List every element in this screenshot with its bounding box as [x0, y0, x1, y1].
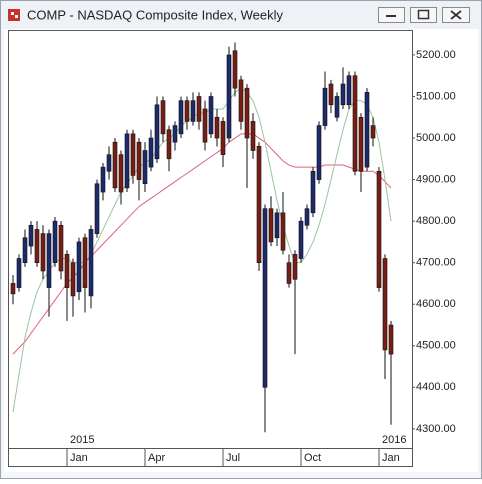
- candle-body: [340, 83, 346, 106]
- candle-body: [316, 125, 322, 180]
- candle-body: [346, 75, 352, 106]
- plot: 4300.00 4400.00 4500.00 4600.00 4700.00 4800.…: [10, 42, 456, 466]
- candle-body: [232, 50, 238, 89]
- candle-body: [196, 96, 202, 122]
- candle-body: [64, 254, 70, 288]
- candle-body: [280, 212, 286, 251]
- candle-body: [298, 220, 304, 259]
- y-tick-label: 4800.00: [416, 215, 456, 227]
- candle-body: [358, 116, 364, 172]
- candle-body: [256, 146, 262, 263]
- candle-body: [334, 96, 340, 118]
- candle-body: [382, 258, 388, 351]
- candle-body: [82, 237, 88, 288]
- candle-body: [70, 262, 76, 297]
- candle-body: [16, 258, 22, 288]
- year-label: 2016: [382, 434, 406, 446]
- candle-body: [118, 154, 124, 193]
- app-icon-dot: [11, 12, 14, 15]
- candle-body: [52, 220, 58, 263]
- candle-body: [46, 233, 52, 288]
- app-icon-dot: [15, 15, 18, 18]
- candle-body: [76, 241, 82, 293]
- close-button[interactable]: [442, 7, 470, 23]
- candle-body: [244, 87, 250, 139]
- candle-body: [322, 87, 328, 126]
- candle-body: [34, 229, 40, 263]
- candle-body: [154, 104, 160, 160]
- candle-body: [226, 54, 232, 139]
- y-tick-label: 4700.00: [416, 257, 456, 269]
- candle-body: [370, 125, 376, 139]
- candle-body: [184, 100, 190, 122]
- time-axis: [8, 448, 413, 467]
- candle-body: [160, 100, 166, 135]
- candle-body: [112, 141, 118, 189]
- year-label: 2015: [70, 434, 94, 446]
- candle-body: [376, 170, 382, 288]
- candle-body: [100, 166, 106, 193]
- candle-body: [40, 233, 46, 272]
- x-tick-label: Apr: [148, 452, 165, 464]
- y-tick-label: 5200.00: [416, 49, 456, 61]
- candle-body: [178, 100, 184, 135]
- x-tick-label: Jan: [70, 452, 88, 464]
- candle-body: [214, 116, 220, 139]
- candle-body: [10, 283, 16, 295]
- candle-body: [268, 208, 274, 243]
- candle-body: [238, 79, 244, 122]
- candle-body: [220, 121, 226, 155]
- candle-body: [136, 141, 142, 180]
- candle-body: [286, 262, 292, 284]
- y-tick-label: 4900.00: [416, 173, 456, 185]
- candle-body: [274, 212, 280, 239]
- candle-body: [304, 208, 310, 226]
- y-tick-label: 5000.00: [416, 132, 456, 144]
- candle-body: [208, 96, 214, 135]
- window-title: COMP - NASDAQ Composite Index, Weekly: [27, 7, 283, 22]
- candle-body: [58, 224, 64, 272]
- candle-body: [328, 83, 334, 106]
- candle-body: [352, 75, 358, 172]
- x-tick-label: Jul: [226, 452, 240, 464]
- candle-body: [250, 121, 256, 151]
- candle-body: [166, 129, 172, 160]
- candle-body: [262, 208, 268, 388]
- candle-body: [106, 154, 112, 172]
- candle-body: [142, 150, 148, 185]
- candle-body: [292, 254, 298, 280]
- candle-body: [22, 237, 28, 263]
- x-tick-label: Jan: [382, 452, 400, 464]
- candle-body: [202, 108, 208, 143]
- moving-average: [12, 87, 392, 413]
- candle-body: [172, 125, 178, 143]
- maximize-button[interactable]: [410, 7, 437, 23]
- candle-body: [388, 324, 394, 355]
- candle-body: [310, 170, 316, 214]
- y-tick-label: 4500.00: [416, 340, 456, 352]
- y-tick-label: 4600.00: [416, 298, 456, 310]
- minimize-button[interactable]: [378, 7, 405, 23]
- candle-body: [124, 133, 130, 189]
- moving-average: [12, 133, 392, 355]
- candle-body: [130, 133, 136, 176]
- y-tick-label: 4400.00: [416, 381, 456, 393]
- candle-body: [148, 137, 154, 168]
- candle-body: [364, 92, 370, 168]
- candle-body: [94, 183, 100, 234]
- candle-body: [190, 100, 196, 122]
- y-tick-label: 5100.00: [416, 90, 456, 102]
- y-tick-label: 4300.00: [416, 423, 456, 435]
- candle-body: [28, 224, 34, 247]
- candle-body: [88, 229, 94, 297]
- x-tick-label: Oct: [304, 452, 321, 464]
